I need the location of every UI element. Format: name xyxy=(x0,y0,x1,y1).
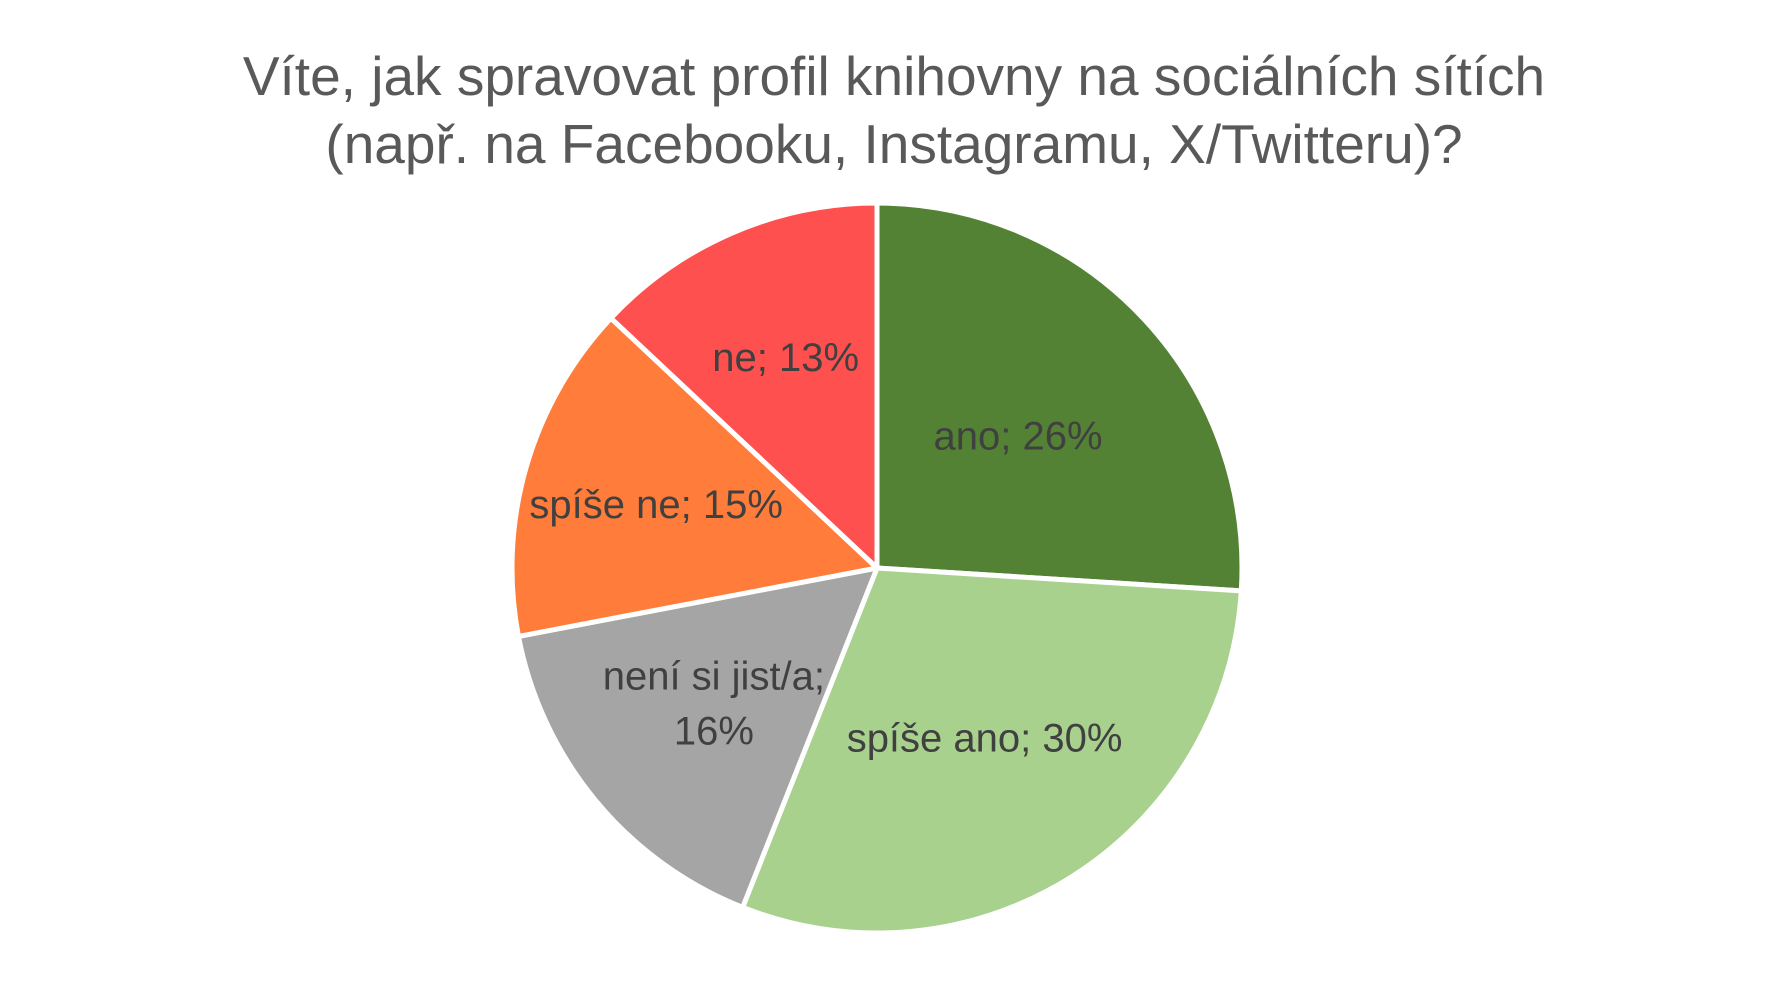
data-label-line: 16% xyxy=(674,709,754,753)
pie-slice-ne xyxy=(608,200,880,571)
data-label-line: ano; 26% xyxy=(934,415,1103,459)
data-label-ano: ano; 26% xyxy=(934,415,1103,459)
pie-labels: ano; 26% spíše ano; 30% není si jist/a; 16%… xyxy=(529,336,1122,761)
pie-slices xyxy=(509,200,1245,936)
data-label-nen-si-jist-a: není si jist/a; 16% xyxy=(603,654,825,753)
pie-slice-sp-e-ano xyxy=(740,565,1244,936)
data-label-ne: ne; 13% xyxy=(712,336,859,380)
chart-title-line-1: Víte, jak spravovat profil knihovny na s… xyxy=(243,45,1545,107)
chart-title-line-2: (např. na Facebooku, Instagramu, X/Twitt… xyxy=(325,113,1462,175)
pie-slice-ano xyxy=(874,200,1245,594)
data-label-sp-e-ne: spíše ne; 15% xyxy=(529,483,783,527)
pie-slice-sp-e-ne xyxy=(509,315,880,639)
data-label-line: spíše ne; 15% xyxy=(529,483,783,527)
data-label-line: není si jist/a; xyxy=(603,654,825,698)
data-label-line: spíše ano; 30% xyxy=(847,716,1123,760)
data-label-sp-e-ano: spíše ano; 30% xyxy=(847,716,1123,760)
data-label-line: ne; 13% xyxy=(712,336,859,380)
pie-slice-nen-si-jist-a xyxy=(515,565,880,910)
